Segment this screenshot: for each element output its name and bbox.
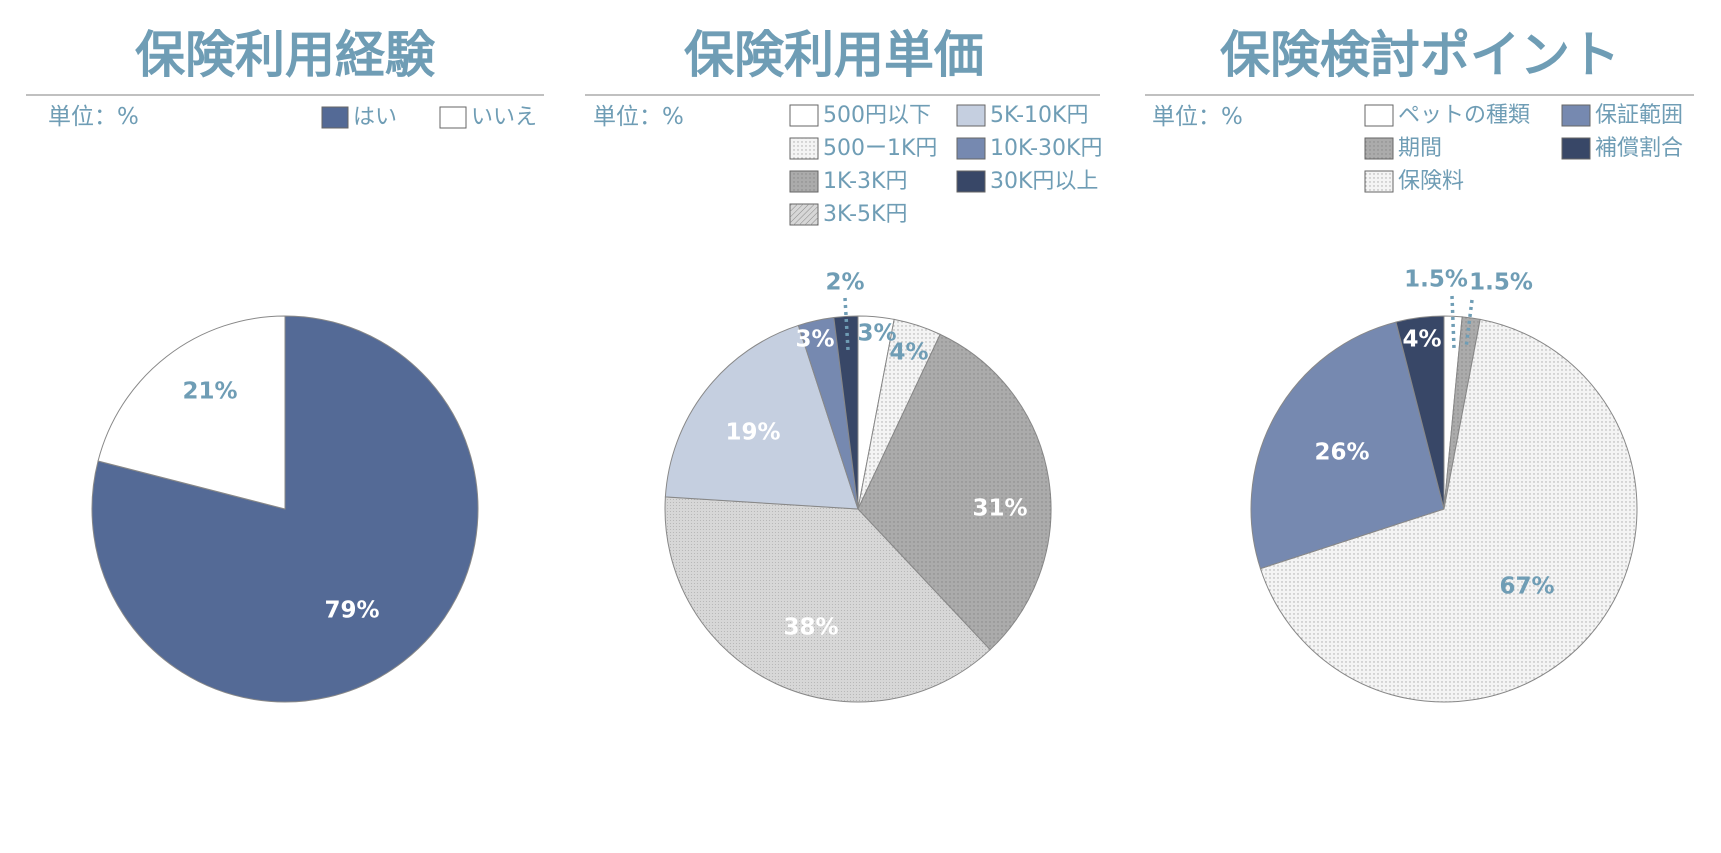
legend-swatch	[439, 106, 467, 129]
legend-label: ペットの種類	[1398, 103, 1530, 128]
legend-label: 500円以下	[823, 103, 931, 128]
legend-swatch-texture	[790, 138, 818, 159]
unit-label: 単位：%	[593, 104, 684, 130]
data-label: 79%	[324, 598, 379, 624]
legend-swatch	[956, 137, 986, 160]
legend-label: いいえ	[471, 105, 537, 130]
legend-swatch	[1561, 104, 1591, 127]
pie-slice	[1395, 315, 1445, 510]
legend-label: 3K-5K円	[823, 202, 907, 227]
data-label: 38%	[783, 615, 838, 641]
data-label: 26%	[1314, 440, 1369, 466]
legend-label: 保険料	[1398, 169, 1464, 194]
leader-line	[1450, 295, 1456, 349]
data-label: 1.5%	[1404, 267, 1468, 293]
pie-slice-texture	[1260, 319, 1637, 702]
data-label: 3%	[857, 321, 896, 347]
chart-title: 保険利用経験	[135, 26, 436, 84]
data-label: 2%	[825, 270, 864, 296]
legend-label: 期間	[1398, 136, 1442, 161]
legend-label: 補償割合	[1595, 136, 1683, 161]
legend-label: 5K-10K円	[990, 103, 1088, 128]
legend-swatch-texture	[1365, 138, 1393, 159]
legend-label: 30K円以上	[990, 169, 1098, 194]
legend-label: 500ー1K円	[823, 136, 937, 161]
leader-line	[843, 297, 850, 351]
legend-swatch	[1364, 104, 1394, 127]
chart-title: 保険検討ポイント	[1220, 26, 1620, 84]
pie-slice	[1250, 321, 1445, 570]
pie-slice-texture	[665, 496, 991, 702]
legend-swatch	[956, 104, 986, 127]
legend-label: 10K-30K円	[990, 136, 1102, 161]
legend-swatch	[1561, 137, 1591, 160]
data-label: 1.5%	[1469, 270, 1533, 296]
legend-swatch	[956, 170, 986, 193]
data-label: 4%	[889, 340, 928, 366]
pie-slice	[664, 324, 859, 510]
data-label: 31%	[972, 496, 1027, 522]
data-label: 67%	[1499, 574, 1554, 600]
data-label: 4%	[1402, 327, 1441, 353]
data-label: 3%	[795, 327, 834, 353]
pie-slice	[97, 315, 286, 510]
pie-slice-texture	[858, 319, 941, 509]
legend-swatch-texture	[790, 204, 818, 225]
data-label: 19%	[725, 420, 780, 446]
data-label: 21%	[182, 379, 237, 405]
pie-slice	[833, 315, 859, 510]
legend-swatch	[789, 104, 819, 127]
unit-label: 単位：%	[1152, 104, 1243, 130]
legend-label: 1K-3K円	[823, 169, 907, 194]
legend-label: 保証範囲	[1595, 103, 1683, 128]
leader-line	[1464, 299, 1474, 349]
legend-swatch	[321, 106, 349, 129]
legend-swatch-texture	[790, 171, 818, 192]
chart-title: 保険利用単価	[684, 26, 984, 84]
legend-label: はい	[353, 105, 397, 130]
pie-slice	[91, 315, 479, 703]
legend-swatch-texture	[1365, 171, 1393, 192]
pie-slice-texture	[858, 334, 1051, 650]
unit-label: 単位：%	[48, 104, 139, 130]
